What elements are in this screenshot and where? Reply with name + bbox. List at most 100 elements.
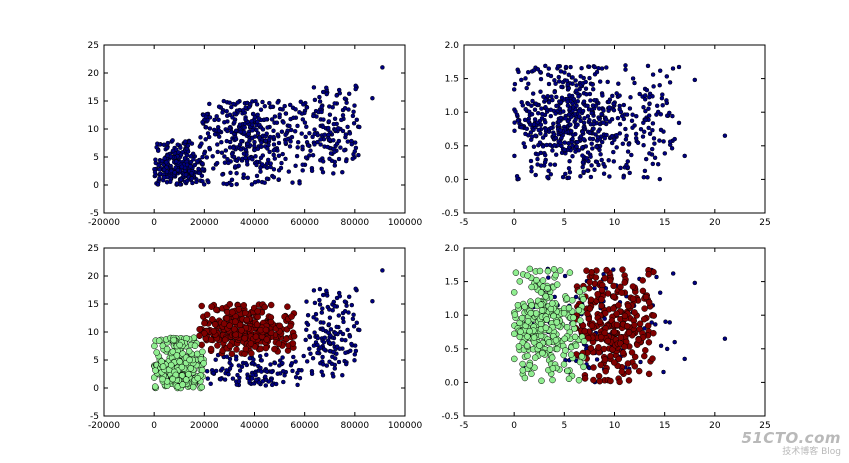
scatter-point: [210, 328, 218, 335]
scatter-point: [173, 159, 179, 164]
scatter-point: [643, 156, 649, 162]
scatter-point: [591, 126, 596, 131]
scatter-point: [227, 360, 232, 366]
scatter-point: [342, 299, 348, 304]
scatter-point: [580, 363, 587, 371]
scatter-point: [514, 173, 520, 179]
scatter-point: [168, 179, 173, 185]
scatter-point: [546, 66, 552, 71]
scatter-point: [604, 337, 612, 345]
scatter-point: [653, 322, 658, 327]
scatter-point: [380, 268, 385, 273]
scatter-point: [343, 337, 348, 343]
scatter-point: [312, 142, 317, 147]
scatter-point: [215, 149, 220, 155]
scatter-point: [580, 145, 585, 150]
scatter-point: [617, 106, 622, 112]
scatter-point: [532, 310, 540, 317]
scatter-point: [326, 132, 331, 138]
scatter-point: [279, 160, 284, 166]
scatter-point: [621, 279, 628, 286]
scatter-point: [229, 177, 235, 183]
scatter-point: [543, 120, 548, 125]
scatter-point: [283, 140, 288, 145]
scatter-point: [591, 121, 597, 127]
x-tick-label: -20000: [88, 421, 120, 431]
scatter-point: [664, 74, 670, 79]
scatter-point: [528, 130, 534, 135]
scatter-point: [211, 370, 216, 376]
scatter-point: [297, 110, 302, 115]
scatter-point: [543, 104, 548, 110]
scatter-point: [625, 377, 633, 384]
scatter-point: [258, 165, 263, 171]
scatter-point: [233, 164, 238, 169]
scatter-point: [652, 141, 657, 146]
scatter-point: [216, 128, 222, 133]
scatter-point: [245, 175, 251, 181]
scatter-point: [309, 168, 315, 174]
scatter-point: [308, 351, 313, 356]
scatter-point: [611, 267, 616, 272]
scatter-point: [314, 317, 319, 322]
scatter-point: [275, 340, 283, 347]
scatter-point: [195, 158, 200, 164]
scatter-point: [519, 77, 524, 83]
scatter-point: [535, 67, 541, 72]
scatter-point: [201, 319, 208, 327]
scatter-point: [519, 99, 524, 105]
scatter-point: [645, 63, 651, 69]
scatter-point: [214, 160, 220, 166]
scatter-point: [597, 361, 605, 369]
scatter-point: [350, 156, 355, 161]
scatter-point: [517, 328, 524, 336]
scatter-point: [299, 131, 304, 136]
scatter-point: [594, 159, 600, 165]
scatter-point: [246, 131, 251, 137]
scatter-point: [647, 94, 652, 100]
scatter-point: [244, 159, 250, 164]
y-tick-label: -5: [90, 412, 99, 422]
scatter-point: [189, 170, 194, 176]
scatter-point: [260, 99, 265, 105]
scatter-point: [559, 95, 565, 101]
scatter-point: [604, 65, 609, 70]
scatter-point: [264, 352, 269, 358]
scatter-point: [645, 175, 650, 180]
scatter-point: [649, 355, 656, 362]
scatter-point: [532, 117, 538, 122]
scatter-point: [606, 277, 614, 285]
scatter-point: [594, 144, 599, 149]
scatter-point: [618, 368, 626, 376]
scatter-point: [226, 342, 234, 350]
scatter-point: [191, 342, 199, 350]
subplot-bottom-left: -20000 0 20000 40000 60000 80000 100000 -5 0 5 10 1…: [88, 244, 423, 431]
scatter-point: [641, 129, 647, 135]
x-tick-label: 0: [151, 218, 157, 228]
scatter-point: [537, 289, 545, 296]
x-tick-label: 40000: [240, 421, 269, 431]
scatter-point: [345, 327, 350, 333]
scatter-point: [692, 77, 698, 83]
scatter-point: [559, 84, 564, 90]
scatter-point: [621, 312, 629, 320]
scatter-point: [557, 106, 563, 112]
scatter-point: [601, 274, 609, 282]
scatter-point: [524, 85, 529, 91]
scatter-point: [281, 379, 286, 385]
scatter-point: [629, 295, 637, 302]
scatter-point: [631, 353, 639, 361]
scatter-point: [528, 158, 534, 164]
scatter-point: [588, 174, 594, 180]
scatter-point: [521, 303, 528, 311]
scatter-point: [200, 154, 205, 160]
scatter-point: [230, 376, 236, 381]
y-tick-label: 1.0: [445, 108, 460, 118]
scatter-point: [643, 108, 648, 114]
scatter-point: [658, 112, 664, 117]
scatter-point: [339, 117, 344, 123]
scatter-point: [614, 132, 619, 138]
scatter-point: [182, 376, 190, 383]
scatter-point: [267, 318, 275, 326]
scatter-point: [319, 166, 324, 172]
